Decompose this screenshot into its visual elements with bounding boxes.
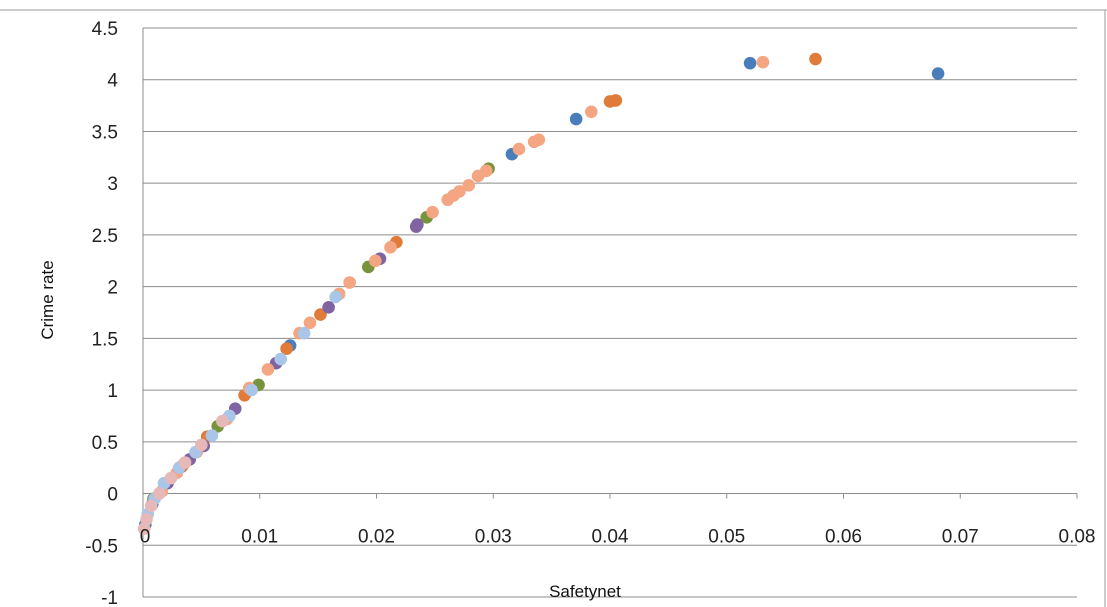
data-point <box>462 178 476 192</box>
y-axis-title: Crime rate <box>38 260 57 339</box>
x-tick-label: 0.07 <box>942 527 979 548</box>
x-tick-labels: 0 0.01 0.02 0.03 0.04 0.05 0.06 0.07 0.08 <box>140 527 1096 548</box>
data-point <box>931 67 945 80</box>
y-tick-label: 0 <box>107 485 118 506</box>
data-point <box>809 52 822 66</box>
x-tick-label: 0.06 <box>825 527 862 548</box>
data-point <box>585 105 598 119</box>
data-point <box>195 438 208 452</box>
data-point <box>527 135 541 149</box>
data-point <box>280 342 293 356</box>
data-point <box>384 241 397 254</box>
y-tick-labels: 4.5 4 3.5 3 2.5 2 1.5 1 0.5 0 -0.5 -1 <box>85 19 118 607</box>
data-point <box>178 456 192 469</box>
data-point <box>164 471 178 485</box>
y-tick-label: 2.5 <box>92 226 118 247</box>
data-point <box>314 308 327 321</box>
data-point <box>369 254 382 268</box>
data-point <box>297 326 311 340</box>
data-point <box>471 169 485 183</box>
chart-border <box>0 9 1107 607</box>
data-point <box>216 414 229 428</box>
x-tick-label: 0.03 <box>475 527 512 548</box>
data-point <box>245 383 258 397</box>
x-tick-label: 0.04 <box>592 527 629 548</box>
data-point <box>603 95 617 108</box>
data-point <box>153 487 166 500</box>
x-tick-label: 0.08 <box>1059 527 1096 548</box>
y-tick-label: 2 <box>107 278 118 299</box>
data-point <box>743 56 757 70</box>
data-point <box>303 316 317 330</box>
data-point <box>756 55 770 69</box>
y-tick-label: 1.5 <box>92 329 118 350</box>
data-point <box>144 499 158 513</box>
data-point <box>205 429 219 442</box>
y-tick-label: 4 <box>107 71 118 92</box>
data-point <box>322 301 335 314</box>
gridlines <box>143 27 1077 598</box>
data-point <box>441 193 455 207</box>
data-point <box>426 205 439 219</box>
y-tick-label: 4.5 <box>92 19 118 40</box>
axes <box>142 28 1078 597</box>
x-tick-label: 0.01 <box>241 527 278 548</box>
x-tick-label: 0.02 <box>358 527 395 548</box>
data-point <box>261 363 275 376</box>
x-tick-label: 0 <box>140 527 151 548</box>
x-tick-label: 0.05 <box>708 527 745 548</box>
data-point <box>329 290 342 304</box>
data-point <box>512 142 526 156</box>
x-axis-title: Safetynet <box>549 582 621 601</box>
data-point <box>569 112 583 126</box>
y-tick-label: 0.5 <box>92 433 118 454</box>
data-point <box>343 276 356 289</box>
data-point <box>137 522 151 536</box>
data-points <box>137 52 945 536</box>
data-point <box>274 352 288 366</box>
y-tick-label: -1 <box>101 588 118 607</box>
y-tick-label: 1 <box>107 381 118 402</box>
y-tick-label: 3 <box>107 174 118 195</box>
data-point <box>411 218 424 231</box>
y-tick-label: -0.5 <box>85 536 118 557</box>
y-tick-label: 3.5 <box>92 122 118 143</box>
